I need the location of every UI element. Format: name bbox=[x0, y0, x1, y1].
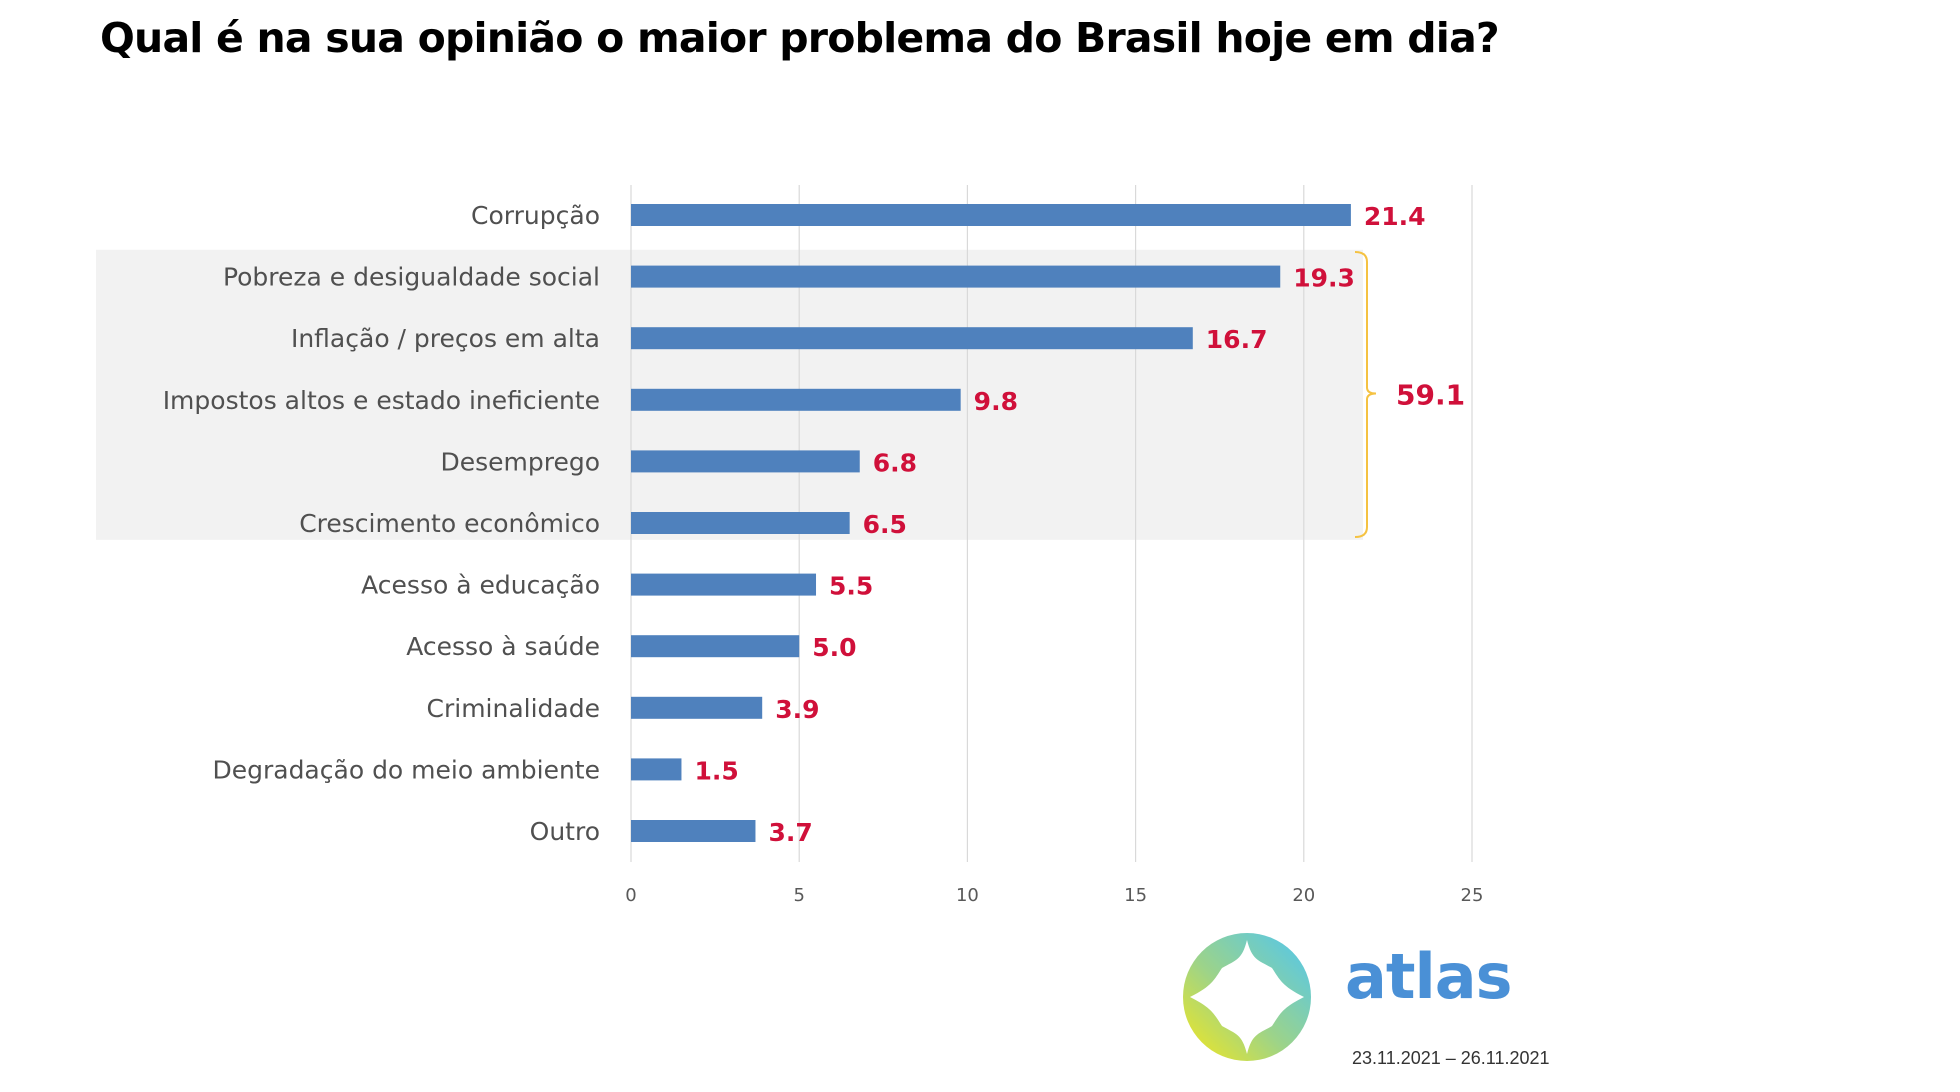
x-tick-label: 10 bbox=[956, 885, 979, 906]
group-sum-label: 59.1 bbox=[1396, 379, 1465, 412]
x-tick-label: 20 bbox=[1292, 885, 1315, 906]
category-label: Corrupção bbox=[471, 201, 600, 230]
value-label: 3.7 bbox=[768, 818, 812, 847]
atlas-logo: atlas 23.11.2021 – 26.11.2021 bbox=[1180, 930, 1580, 1080]
bar bbox=[631, 512, 850, 534]
x-tick-label: 15 bbox=[1124, 885, 1147, 906]
value-label: 9.8 bbox=[974, 387, 1018, 416]
curly-brace bbox=[1354, 251, 1377, 538]
bars bbox=[631, 204, 1351, 842]
bar bbox=[631, 327, 1193, 350]
bar bbox=[631, 696, 763, 719]
value-label: 1.5 bbox=[694, 756, 738, 785]
value-label: 5.5 bbox=[829, 572, 873, 601]
compass-star-icon bbox=[1183, 933, 1311, 1061]
bar bbox=[631, 204, 1351, 226]
category-label: Criminalidade bbox=[427, 694, 600, 723]
x-tick-label: 25 bbox=[1461, 885, 1484, 906]
category-label: Acesso à educação bbox=[361, 571, 600, 600]
x-axis-ticks: 0 5 10 15 20 25 bbox=[625, 885, 1483, 906]
value-label: 6.5 bbox=[863, 510, 907, 539]
category-label: Acesso à saúde bbox=[406, 632, 600, 661]
bar bbox=[631, 758, 682, 781]
category-labels: Corrupção Pobreza e desigualdade social In… bbox=[163, 201, 600, 846]
bar bbox=[631, 635, 800, 658]
survey-date-range: 23.11.2021 – 26.11.2021 bbox=[1352, 1048, 1550, 1068]
value-label: 3.9 bbox=[775, 695, 819, 724]
value-labels: 21.4 19.3 16.7 9.8 6.8 6.5 5.5 5.0 3.9 1.5 3.7 bbox=[694, 202, 1425, 847]
category-label: Degradação do meio ambiente bbox=[212, 755, 600, 784]
value-label: 16.7 bbox=[1206, 325, 1268, 354]
chart-title: Qual é na sua opinião o maior problema d… bbox=[100, 14, 1500, 62]
value-label: 5.0 bbox=[812, 633, 856, 662]
x-tick-label: 5 bbox=[793, 885, 804, 906]
category-label: Desemprego bbox=[440, 447, 600, 476]
bar bbox=[631, 820, 756, 842]
value-label: 19.3 bbox=[1293, 264, 1355, 293]
category-label: Pobreza e desigualdade social bbox=[223, 263, 600, 292]
value-label: 21.4 bbox=[1364, 202, 1426, 231]
category-label: Inflação / preços em alta bbox=[291, 324, 600, 353]
category-label: Impostos altos e estado ineficiente bbox=[163, 386, 600, 415]
value-label: 6.8 bbox=[873, 448, 917, 477]
bar bbox=[631, 265, 1281, 288]
bar bbox=[631, 450, 860, 473]
bar bbox=[631, 573, 817, 596]
bar bbox=[631, 388, 961, 411]
category-label: Outro bbox=[530, 817, 600, 846]
logo-wordmark: atlas bbox=[1345, 940, 1512, 1013]
group-brace: 59.1 bbox=[1354, 251, 1465, 538]
x-tick-label: 0 bbox=[625, 885, 636, 906]
category-label: Crescimento econômico bbox=[299, 509, 600, 538]
